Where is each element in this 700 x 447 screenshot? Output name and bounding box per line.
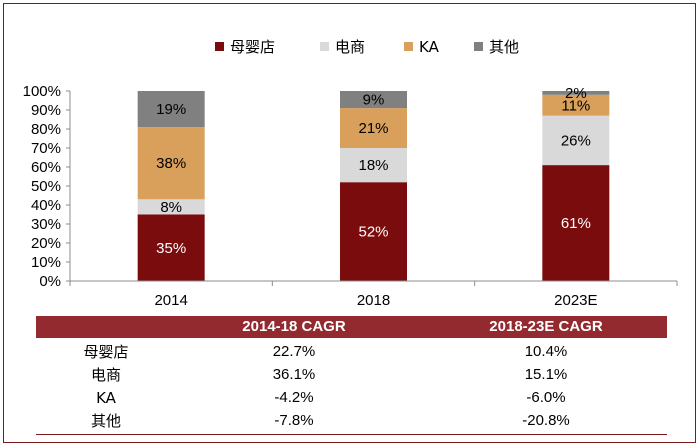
legend-label: 电商: [335, 38, 365, 56]
cagr-row-label: KA: [96, 389, 116, 407]
y-tick-label: 0%: [39, 273, 61, 290]
bar-segment: [340, 148, 407, 183]
y-tick-label: 80%: [31, 121, 61, 138]
cagr-value-2014-18: 36.1%: [272, 366, 316, 383]
data-label: 38%: [156, 155, 186, 172]
y-tick-label: 60%: [31, 159, 61, 176]
bar-segment: [542, 91, 610, 95]
data-label: 8%: [160, 199, 182, 216]
cagr-value-2018-23e: -20.8%: [522, 412, 570, 429]
cagr-value-2014-18: -7.8%: [274, 412, 314, 429]
x-axis: 2014 2018 2023E: [69, 280, 678, 309]
data-label: 2%: [565, 85, 587, 102]
bar-stacks: 35% 8% 38% 19% 52% 18% 21% 9% 61% 26% 11%2%: [137, 85, 610, 281]
table-bottom-rule: [36, 434, 667, 435]
cagr-header-bar: 2014-18 CAGR 2018-23E CAGR: [36, 316, 667, 338]
legend-swatch: [404, 42, 413, 51]
bar-segment: [137, 91, 205, 128]
y-tick-label: 70%: [31, 140, 61, 157]
cagr-header-2014-18: 2014-18 CAGR: [242, 318, 346, 335]
y-tick-label: 40%: [31, 197, 61, 214]
figure-frame: [3, 3, 696, 443]
bar-segment: [340, 91, 407, 109]
bar-segment: [542, 165, 610, 281]
chart-legend: 母婴店 电商 KA 其他: [215, 38, 519, 56]
cagr-row-dianshang: 电商 36.1% 15.1%: [36, 364, 667, 386]
cagr-row-muying: 母婴店 22.7% 10.4%: [36, 341, 667, 363]
data-label: 18%: [358, 157, 388, 174]
cagr-value-2018-23e: 15.1%: [524, 366, 568, 383]
stacked-bar-chart: 母婴店 电商 KA 其他 0% 10% 20% 30% 40% 50% 60% 70% 80% 90% 1…: [23, 38, 678, 309]
data-label: 21%: [358, 120, 388, 137]
cagr-row-ka: KA -4.2% -6.0%: [36, 387, 667, 409]
x-tick-label: 2023E: [554, 292, 597, 309]
legend-label: KA: [419, 38, 440, 56]
y-tick-label: 10%: [31, 254, 61, 271]
cagr-header-2018-23e: 2018-23E CAGR: [489, 318, 603, 335]
cagr-value-2018-23e: 10.4%: [524, 343, 568, 360]
cagr-row-label: 电商: [90, 366, 121, 384]
x-tick-label: 2018: [357, 292, 390, 309]
cagr-row-qita: 其他 -7.8% -20.8%: [36, 410, 667, 432]
data-label: 11%: [561, 97, 590, 114]
bar-segment: [137, 199, 205, 215]
cagr-row-label: 其他: [90, 412, 121, 430]
y-tick-label: 30%: [31, 216, 61, 233]
legend-label: 其他: [489, 38, 519, 56]
data-label: 9%: [363, 92, 385, 109]
cagr-row-label: 母婴店: [83, 343, 129, 361]
bar-segment: [542, 94, 610, 116]
y-tick-label: 20%: [31, 235, 61, 252]
y-tick-label: 90%: [31, 102, 61, 119]
bar-segment: [137, 214, 205, 281]
cagr-value-2014-18: 22.7%: [272, 343, 316, 360]
cagr-value-2018-23e: -6.0%: [526, 389, 566, 406]
bar-segment: [340, 182, 407, 281]
y-axis: 0% 10% 20% 30% 40% 50% 60% 70% 80% 90% 100%: [23, 83, 71, 290]
bar-segment: [137, 127, 205, 200]
cagr-value-2014-18: -4.2%: [274, 389, 314, 406]
data-label: 35%: [156, 240, 186, 257]
legend-swatch: [320, 42, 329, 51]
legend-swatch: [215, 42, 224, 51]
legend-label: 母婴店: [230, 38, 275, 56]
y-tick-label: 100%: [23, 83, 61, 100]
bar-segment: [542, 115, 610, 166]
y-tick-label: 50%: [31, 178, 61, 195]
x-tick-label: 2014: [154, 292, 187, 309]
data-label: 19%: [156, 101, 186, 118]
legend-swatch: [474, 42, 483, 51]
data-label: 61%: [561, 215, 591, 232]
data-label: 26%: [561, 132, 591, 149]
data-label: 52%: [358, 224, 388, 241]
bar-segment: [340, 108, 407, 148]
